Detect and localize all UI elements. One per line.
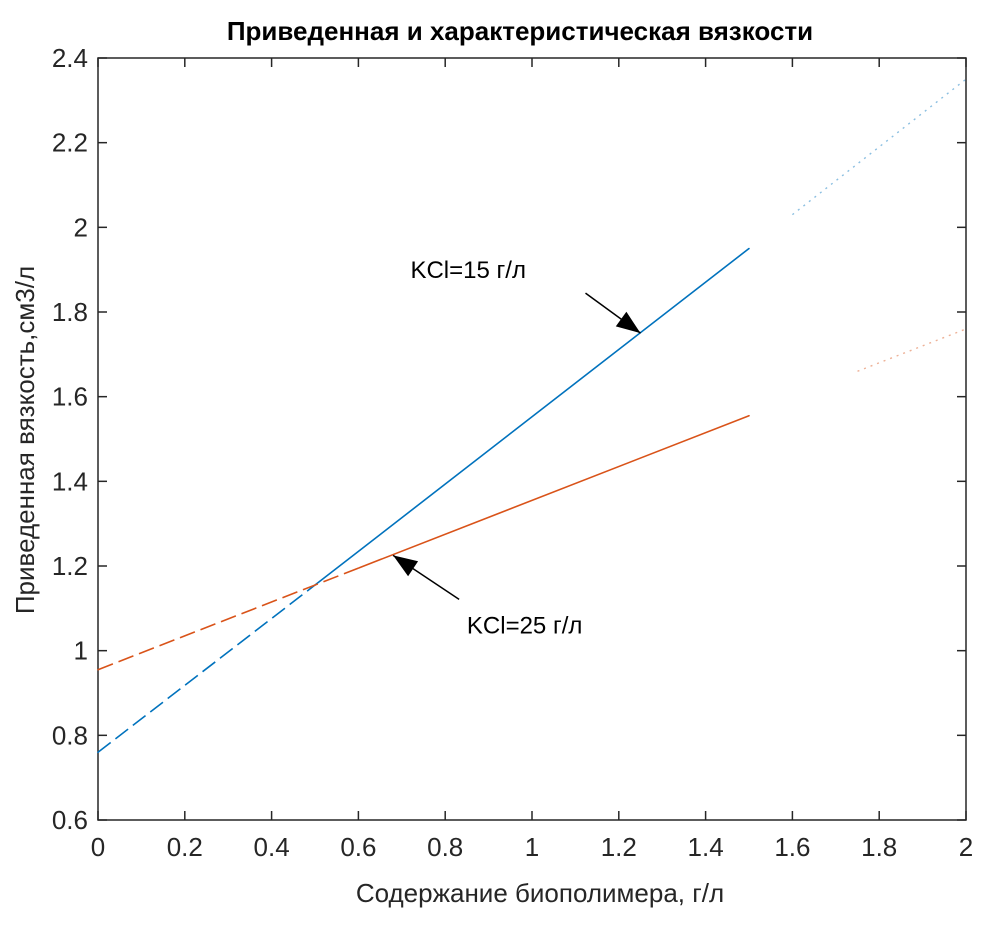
- y-tick-label: 1.2: [52, 551, 88, 581]
- series-line-1: [97, 328, 967, 671]
- series-line-0: [97, 78, 967, 754]
- series-faint-extension: [857, 328, 967, 372]
- series-dashed-segment: [97, 584, 316, 753]
- x-tick-label: 1.4: [688, 832, 724, 862]
- series-solid-segment: [358, 414, 750, 569]
- x-tick-label: 1.8: [861, 832, 897, 862]
- annotation-arrowhead: [393, 555, 419, 577]
- series-dashed-segment: [97, 567, 359, 671]
- x-axis-ticks: 0 0.2 0.4 0.6 0.8 1 1.2 1.4 1.6 1.8 2: [91, 58, 973, 862]
- x-tick-label: 2: [959, 832, 973, 862]
- data-point: [748, 414, 750, 417]
- x-tick-label: 0.4: [254, 832, 290, 862]
- series-faint-extension: [791, 78, 967, 216]
- x-tick-label: 0.2: [167, 832, 203, 862]
- x-tick-label: 0.8: [427, 832, 463, 862]
- x-tick-label: 1: [525, 832, 539, 862]
- annotation-label-0: KCl=15 г/л: [410, 257, 525, 284]
- x-tick-label: 1.2: [601, 832, 637, 862]
- y-tick-label: 1.4: [52, 466, 88, 496]
- data-point: [748, 247, 750, 250]
- chart-title: Приведенная и характеристическая вязкост…: [227, 16, 813, 46]
- x-tick-label: 0: [91, 832, 105, 862]
- data-point: [314, 584, 316, 586]
- y-tick-label: 2.2: [52, 128, 88, 158]
- y-tick-label: 2.4: [52, 43, 88, 73]
- data-point: [97, 668, 99, 671]
- series-layer: [97, 78, 967, 754]
- y-axis-ticks: 0.6 0.8 1 1.2 1.4 1.6 1.8 2 2.2 2.4: [52, 43, 966, 835]
- y-tick-label: 1.6: [52, 382, 88, 412]
- annotation-arrowhead: [615, 311, 641, 334]
- y-tick-label: 0.6: [52, 805, 88, 835]
- x-tick-label: 0.6: [340, 832, 376, 862]
- data-point: [97, 751, 99, 754]
- axes-box: [97, 57, 967, 821]
- plot-area: [97, 57, 967, 821]
- y-tick-label: 2: [74, 212, 88, 242]
- annotation-layer: KCl=15 г/л KCl=25 г/л: [392, 257, 641, 640]
- series-solid-segment: [314, 247, 750, 586]
- y-axis-title: Приведенная вязкость,см3/л: [10, 266, 40, 614]
- annotation-label-1: KCl=25 г/л: [467, 613, 582, 640]
- x-axis-title: Содержание биополимера, г/л: [356, 878, 724, 908]
- x-tick-label: 1.6: [774, 832, 810, 862]
- y-tick-label: 1: [74, 636, 88, 666]
- y-tick-label: 1.8: [52, 297, 88, 327]
- y-tick-label: 0.8: [52, 720, 88, 750]
